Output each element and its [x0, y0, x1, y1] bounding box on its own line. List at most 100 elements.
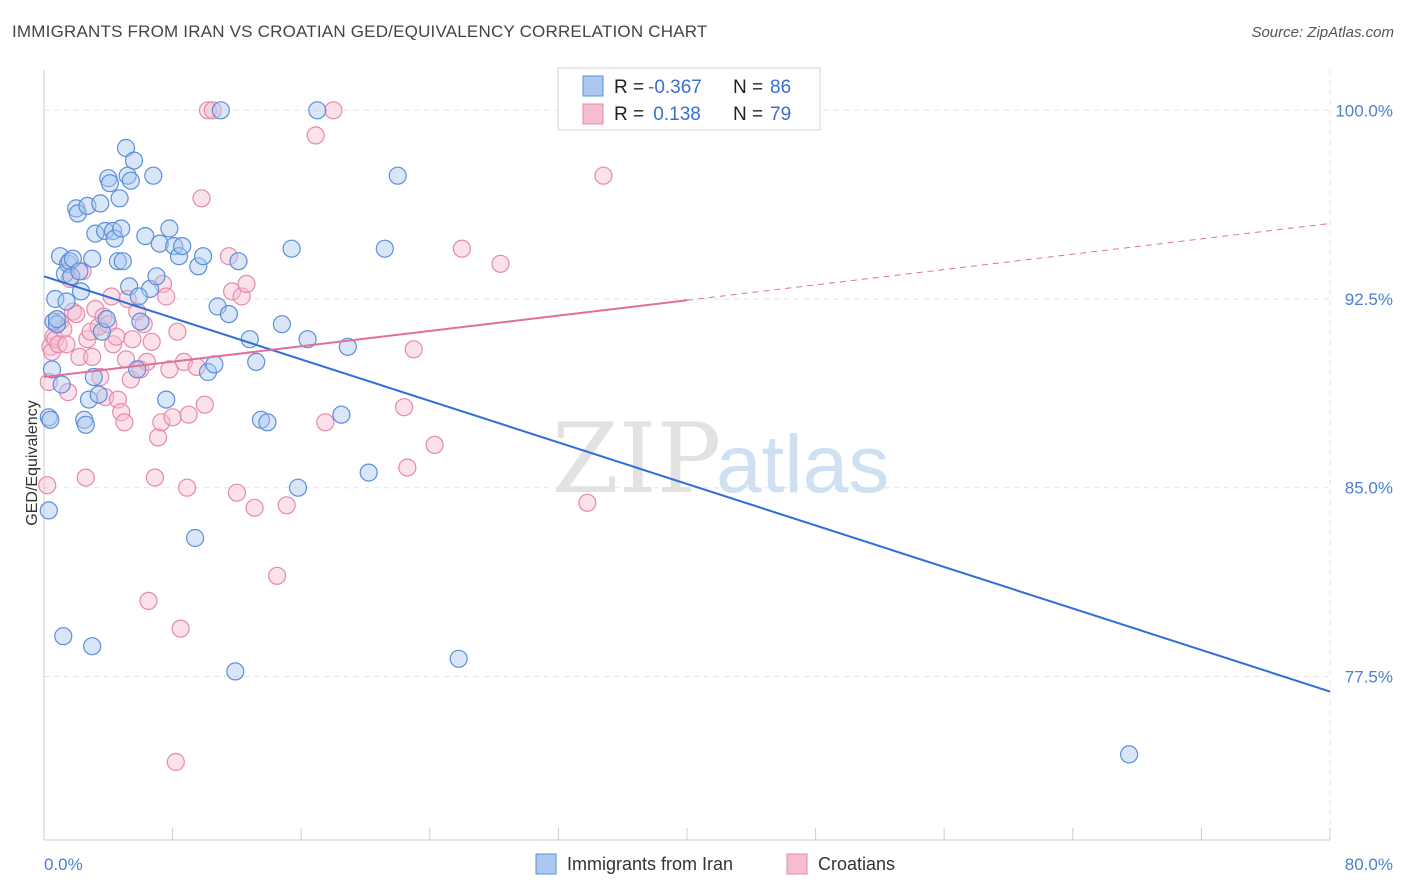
iran-point: [375, 239, 394, 258]
croatians-point: [223, 282, 242, 301]
iran-point: [41, 410, 60, 429]
y-axis-title: GED/Equivalency: [24, 400, 41, 525]
iran-point: [91, 194, 110, 213]
croatians-point: [306, 126, 325, 145]
iran-point: [47, 315, 67, 334]
watermark: ZIP atlas: [552, 403, 889, 515]
legend-r-value-1: -0.367: [648, 77, 702, 98]
croatians-point: [491, 254, 510, 273]
iran-point: [160, 219, 179, 238]
iran-point: [247, 352, 266, 371]
iran-point: [388, 166, 407, 185]
croatians-point: [452, 239, 471, 258]
iran-point: [100, 174, 120, 193]
iran-point: [97, 310, 116, 329]
iran-point: [46, 289, 65, 309]
iran-point: [205, 355, 224, 374]
iran-point: [129, 287, 148, 306]
iran-point: [39, 501, 58, 520]
croatians-point: [227, 483, 246, 502]
legend-n-value-2: 79: [770, 104, 791, 125]
watermark-atlas: atlas: [716, 419, 889, 510]
iran-point: [282, 239, 301, 258]
croatians-point: [192, 189, 211, 208]
iran-point: [105, 229, 124, 248]
legend-r-label-2: R =: [614, 104, 644, 125]
iran-point: [44, 312, 63, 331]
iran-point: [169, 247, 189, 266]
croatians-point: [178, 478, 197, 497]
bottom-legend-swatch-iran: [535, 853, 557, 875]
croatians-point: [123, 330, 142, 349]
croatians-point: [316, 413, 335, 432]
iran-point: [229, 252, 248, 271]
croatians-point: [198, 101, 218, 120]
iran-point: [332, 405, 351, 424]
iran-point: [150, 234, 169, 253]
legend-r-value-2: 0.138: [648, 104, 701, 125]
croatians-point: [83, 347, 102, 366]
iran-point: [198, 362, 218, 382]
iran-point: [52, 375, 71, 394]
croatians-point: [145, 468, 164, 487]
trend-line-croatians-dashed: [686, 223, 1331, 301]
legend-swatch-pink: [582, 103, 604, 125]
iran-point: [112, 219, 131, 238]
iran-point: [110, 189, 129, 208]
iran-point: [121, 171, 140, 190]
iran-point: [83, 249, 102, 268]
iran-point: [54, 627, 73, 646]
bottom-legend-label-iran: Immigrants from Iran: [567, 854, 733, 874]
watermark-zip: ZIP: [552, 403, 721, 515]
croatians-point: [166, 752, 185, 772]
croatians-point: [91, 367, 110, 387]
legend-r-label-1: R =: [614, 77, 644, 98]
x-tick-labels: 0.0% 80.0%: [44, 855, 1393, 874]
y-tick-labels: 100.0% 92.5% 85.0% 77.5%: [1335, 101, 1393, 686]
iran-point: [108, 252, 128, 271]
croatians-point: [395, 398, 414, 417]
iran-point: [147, 267, 166, 286]
croatians-point: [38, 476, 57, 495]
croatians-point: [219, 247, 238, 266]
croatians-point: [139, 591, 158, 611]
iran-point: [359, 463, 378, 482]
trend-lines: [43, 223, 1331, 693]
y-tick-label-0: 100.0%: [1335, 101, 1393, 120]
iran-point: [128, 360, 147, 379]
croatians-point: [142, 332, 161, 351]
iran-point: [288, 478, 308, 497]
legend-swatch-blue: [582, 75, 604, 97]
iran-point: [157, 390, 176, 409]
croatians-point: [179, 405, 198, 424]
croatians-point: [58, 383, 78, 402]
iran-point: [219, 305, 238, 324]
croatians-point: [594, 166, 613, 185]
croatians-point: [171, 619, 190, 638]
iran-point: [124, 151, 144, 170]
croatians-point: [398, 458, 417, 477]
iran-point: [308, 101, 327, 120]
bottom-legend: Immigrants from Iran Croatians: [535, 853, 895, 875]
iran-point: [194, 247, 213, 266]
iran-point: [84, 367, 103, 387]
croatians-point: [425, 435, 444, 454]
x-tick-label-1: 80.0%: [1345, 855, 1393, 874]
croatians-point: [67, 305, 86, 324]
bottom-legend-swatch-croatians: [786, 853, 808, 875]
iran-point: [189, 257, 208, 276]
croatians-point: [237, 274, 256, 293]
iran-point: [83, 637, 102, 656]
y-tick-label-3: 77.5%: [1345, 667, 1393, 686]
legend-n-label-2: N =: [733, 104, 763, 125]
croatians-point: [57, 335, 76, 354]
iran-point: [131, 312, 150, 331]
iran-point: [211, 101, 230, 120]
iran-point: [136, 227, 155, 246]
iran-point: [57, 292, 76, 311]
series-iran: [39, 101, 1139, 764]
croatians-point: [277, 496, 296, 515]
axes: [43, 70, 1331, 841]
iran-point: [118, 166, 137, 185]
